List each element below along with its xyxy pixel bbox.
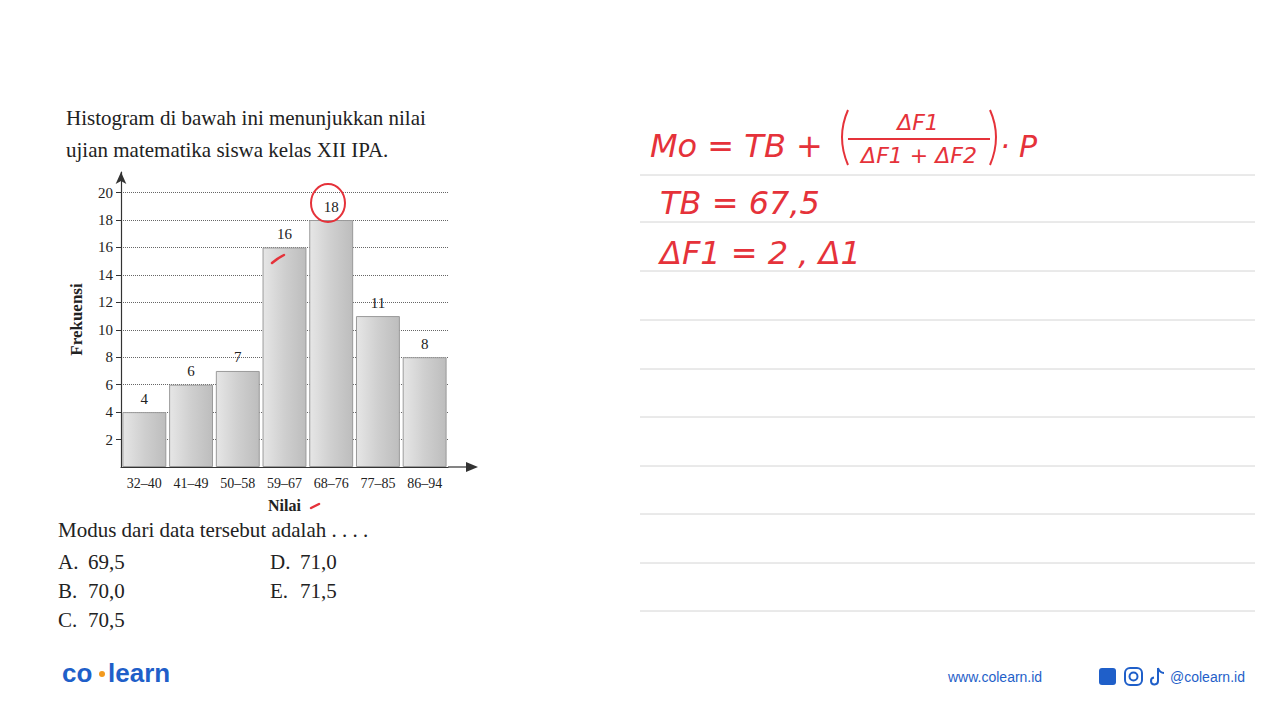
svg-text:14: 14 <box>98 267 114 283</box>
html-text:71,5: 71,5 <box>300 579 337 603</box>
svg-text:learn: learn <box>108 658 170 688</box>
svg-text:4: 4 <box>141 391 149 407</box>
html-text:C.: C. <box>58 608 78 632</box>
html-text:70,5: 70,5 <box>88 608 125 632</box>
svg-text:16: 16 <box>277 226 293 242</box>
svg-text:20: 20 <box>98 185 113 201</box>
svg-text:· P: · P <box>1000 129 1038 164</box>
svg-text:2: 2 <box>106 432 114 448</box>
svg-text:Mo = TB +: Mo = TB + <box>650 127 823 165</box>
svg-text:4: 4 <box>106 404 114 420</box>
svg-text:18: 18 <box>98 212 113 228</box>
svg-text:ΔF1 = 2 , Δ1: ΔF1 = 2 , Δ1 <box>657 234 861 272</box>
html-text:A.: A. <box>58 550 79 574</box>
html-text:Histogram di bawah ini menunju: Histogram di bawah ini menunjukkan nilai <box>66 106 426 130</box>
html-text:70,0: 70,0 <box>88 579 125 603</box>
svg-text:ΔF1: ΔF1 <box>895 110 939 135</box>
svg-text:8: 8 <box>106 349 114 365</box>
svg-text:77–85: 77–85 <box>360 476 395 491</box>
svg-text:18: 18 <box>324 199 339 215</box>
svg-text:50–58: 50–58 <box>220 476 255 491</box>
svg-text:ΔF1 + ΔF2: ΔF1 + ΔF2 <box>859 143 977 168</box>
svg-text:Nilai: Nilai <box>268 497 301 514</box>
html-text:Modus dari data tersebut adala: Modus dari data tersebut adalah . . . . <box>58 518 369 542</box>
svg-text:8: 8 <box>421 336 429 352</box>
svg-text:TB = 67,5: TB = 67,5 <box>660 184 820 222</box>
svg-text:86–94: 86–94 <box>407 476 442 491</box>
svg-text:41–49: 41–49 <box>174 476 209 491</box>
html-text:ujian matematika siswa kelas X: ujian matematika siswa kelas XII IPA. <box>66 138 389 162</box>
svg-text:6: 6 <box>106 377 114 393</box>
html-text:71,0: 71,0 <box>300 550 337 574</box>
svg-text:12: 12 <box>98 294 113 310</box>
svg-text:Frekuensi: Frekuensi <box>67 283 86 356</box>
html-text:D.: D. <box>270 550 291 574</box>
svg-text:@colearn.id: @colearn.id <box>1170 669 1245 685</box>
svg-text:10: 10 <box>98 322 113 338</box>
html-text:B.: B. <box>58 579 78 603</box>
svg-text:16: 16 <box>98 239 114 255</box>
svg-text:59–67: 59–67 <box>267 476 302 491</box>
html-text:69,5: 69,5 <box>88 550 125 574</box>
svg-text:11: 11 <box>371 295 385 311</box>
svg-text:7: 7 <box>234 349 242 365</box>
svg-text:32–40: 32–40 <box>127 476 162 491</box>
html-text:E.: E. <box>270 579 289 603</box>
svg-text:68–76: 68–76 <box>314 476 349 491</box>
svg-text:co: co <box>62 658 92 688</box>
svg-text:6: 6 <box>187 363 195 379</box>
svg-text:www.colearn.id: www.colearn.id <box>947 669 1042 685</box>
